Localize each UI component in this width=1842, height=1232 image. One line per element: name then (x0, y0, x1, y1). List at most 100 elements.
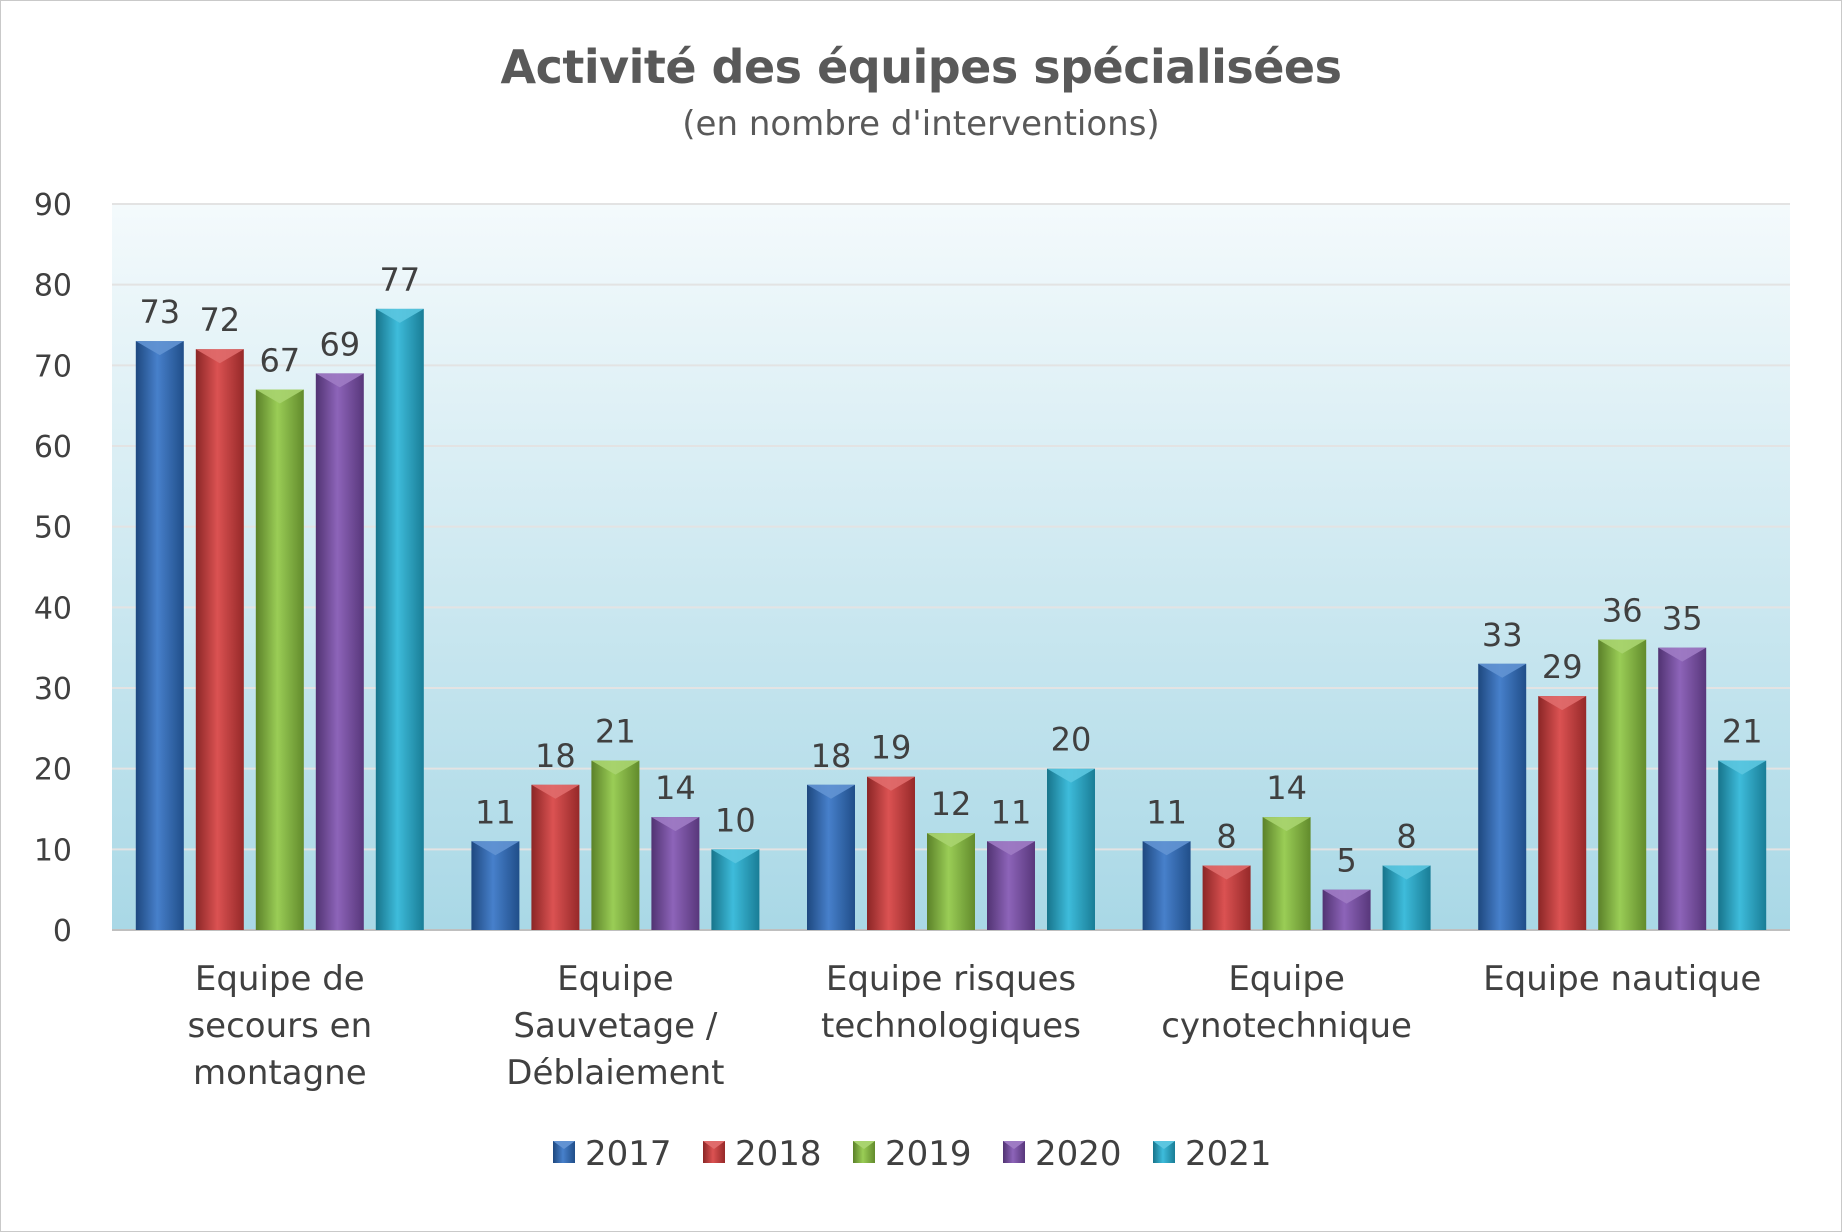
category-label: Equipe de (195, 959, 365, 999)
category-label: Equipe nautique (1483, 959, 1761, 999)
legend-swatch-cap (1003, 1141, 1025, 1149)
legend-swatch (853, 1141, 875, 1163)
bar-cap (651, 817, 700, 832)
bar-2019 (255, 389, 304, 930)
data-label: 33 (1482, 616, 1523, 654)
category-labels: Equipe de secours en montagne Equipe Sauveta… (187, 959, 1761, 1093)
y-tick-label: 30 (34, 672, 72, 707)
bar-cap (807, 784, 855, 799)
category-label: Equipe risques (826, 959, 1076, 999)
bar-cap (1262, 817, 1311, 832)
legend-label: 2020 (1035, 1134, 1122, 1174)
legend-label: 2019 (885, 1134, 972, 1174)
bar-cap (1142, 841, 1191, 856)
bar-cap (1538, 696, 1587, 711)
bar-2019 (1262, 817, 1311, 930)
category-label: Déblaiement (506, 1053, 724, 1093)
data-label: 67 (259, 342, 300, 380)
bar-2017 (135, 341, 184, 931)
data-label: 21 (595, 713, 636, 751)
y-tick-label: 40 (34, 591, 72, 626)
chart-subtitle: (en nombre d'interventions) (682, 104, 1160, 144)
bar-2021 (375, 308, 424, 930)
bar-cap (255, 389, 304, 404)
data-label: 8 (1396, 817, 1416, 855)
bar-cap (1598, 639, 1647, 654)
bar-2021 (1047, 768, 1095, 930)
bar-cap (1478, 663, 1527, 678)
legend-swatch-cap (1153, 1141, 1175, 1149)
bar-2019 (1598, 639, 1647, 930)
data-label: 36 (1602, 592, 1643, 630)
y-tick-label: 60 (34, 430, 72, 465)
bar-cap (1658, 647, 1707, 662)
category-label: Sauvetage / (513, 1006, 717, 1046)
category-label: cynotechnique (1161, 1006, 1412, 1046)
bar-2018 (531, 784, 580, 930)
legend-swatch (1003, 1141, 1025, 1163)
bar-2017 (471, 841, 520, 930)
category-label: montagne (193, 1053, 367, 1093)
bar-cap (1382, 865, 1431, 880)
data-label: 8 (1216, 817, 1236, 855)
bar-cap (1047, 768, 1095, 783)
data-label: 29 (1542, 648, 1583, 686)
bar-2021 (1718, 760, 1767, 930)
bar-2020 (1658, 647, 1707, 930)
category-label: secours en (187, 1006, 372, 1046)
data-labels: 73 72 67 69 77 11 18 21 14 10 18 19 12 11 20 11 8 14 5 8 33 2… (139, 261, 1762, 880)
category-label: Equipe (1228, 959, 1345, 999)
bar-2017 (807, 784, 855, 930)
bar-2017 (1478, 663, 1527, 930)
bar-2018 (867, 776, 915, 930)
bar-cap (1202, 865, 1251, 880)
bar-2020 (987, 841, 1035, 930)
data-label: 69 (319, 325, 360, 363)
bar-cap (375, 308, 424, 323)
legend-label: 2018 (735, 1134, 822, 1174)
bar-cap (531, 784, 580, 799)
bar-2019 (591, 760, 640, 930)
data-label: 12 (931, 785, 972, 823)
category-label: Equipe (557, 959, 674, 999)
y-tick-label: 80 (34, 269, 72, 304)
data-label: 73 (139, 293, 180, 331)
bar-2018 (195, 349, 244, 930)
bar-cap (1322, 889, 1371, 904)
data-label: 5 (1336, 842, 1356, 880)
bar-2020 (651, 817, 700, 930)
data-label: 72 (199, 301, 240, 339)
y-tick-label: 50 (34, 511, 72, 546)
bar-cap (1718, 760, 1767, 775)
y-tick-label: 90 (34, 188, 72, 223)
bar-cap (591, 760, 640, 775)
bar-cap (927, 833, 975, 848)
data-label: 14 (655, 769, 696, 807)
y-tick-label: 10 (34, 833, 72, 868)
bar-cap (711, 849, 760, 864)
data-label: 11 (475, 793, 516, 831)
data-label: 18 (811, 737, 852, 775)
bar-cap (987, 841, 1035, 856)
legend-label: 2017 (585, 1134, 672, 1174)
legend-swatch (703, 1141, 725, 1163)
data-label: 35 (1662, 600, 1703, 638)
bar-2018 (1538, 696, 1587, 930)
legend-swatch (553, 1141, 575, 1163)
bar-cap (315, 373, 364, 388)
data-label: 11 (991, 793, 1032, 831)
data-label: 20 (1051, 721, 1092, 759)
data-label: 21 (1722, 713, 1763, 751)
bar-cap (195, 349, 244, 364)
bar-cap (471, 841, 520, 856)
y-tick-label: 0 (53, 914, 72, 949)
bars (135, 308, 1767, 931)
data-label: 11 (1146, 793, 1187, 831)
chart-title: Activité des équipes spécialisées (500, 40, 1342, 94)
legend-swatch-cap (703, 1141, 725, 1149)
legend: 2017 2018 2019 2020 2021 (553, 1134, 1272, 1174)
data-label: 18 (535, 737, 576, 775)
legend-swatch-cap (853, 1141, 875, 1149)
bar-cap (135, 341, 184, 356)
